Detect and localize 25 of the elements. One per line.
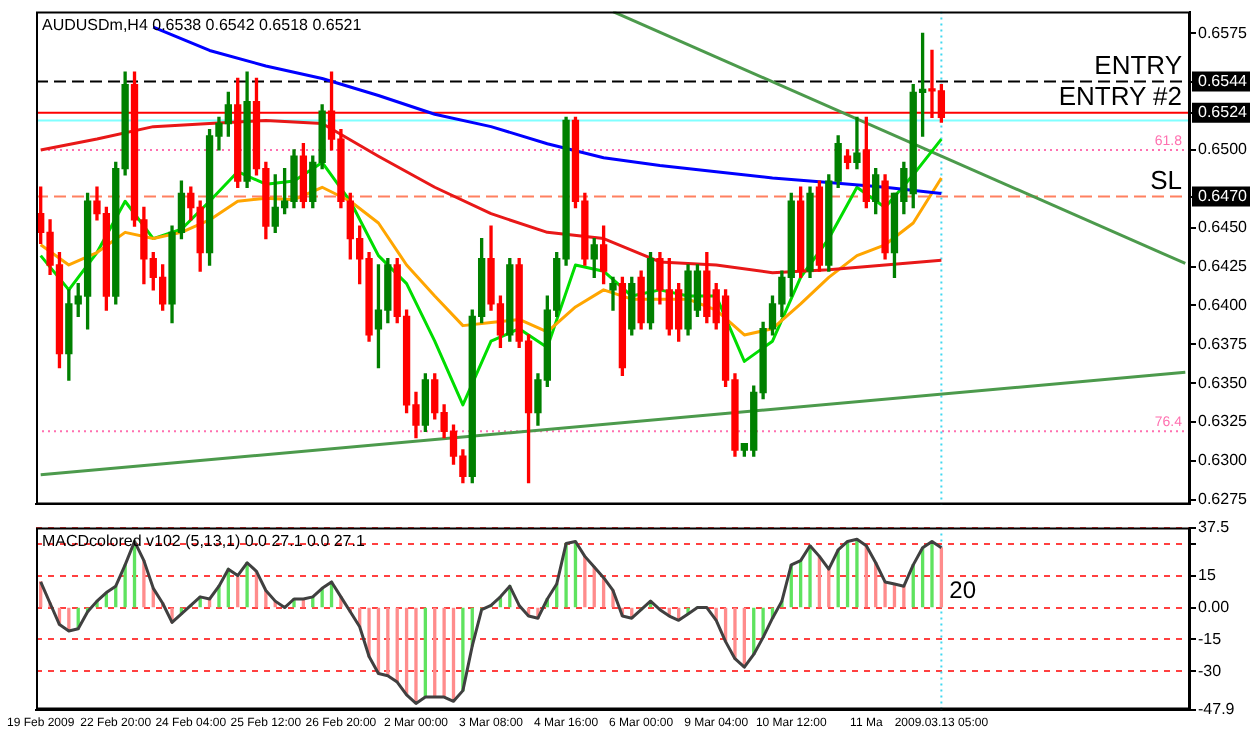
- y-tick-label: 0.6375: [1198, 334, 1249, 353]
- chart-title: MACDcolored v102 (5,13,1) 0.0 27.1 0.0 27.1: [42, 532, 366, 551]
- y-tick-label: 0.6350: [1198, 373, 1249, 392]
- y-tick-label: 0.6500: [1198, 140, 1249, 159]
- y-tick-label: -15: [1198, 629, 1223, 648]
- y-tick-label: 0.6524: [1198, 103, 1249, 122]
- y-tick-label: 0.6275: [1198, 490, 1249, 509]
- ref-line-label: SL: [1150, 164, 1182, 195]
- y-tick-label: -30: [1198, 661, 1223, 680]
- chart-title: AUDUSDm,H4 0.6538 0.6542 0.6518 0.6521: [42, 16, 363, 35]
- y-tick-label: 37.5: [1198, 518, 1231, 537]
- y-tick-label: 0.6400: [1198, 295, 1249, 314]
- y-tick-label: -47.9: [1198, 700, 1236, 719]
- y-tick-label: 0.6575: [1198, 23, 1249, 42]
- y-tick-label: 0.6450: [1198, 218, 1249, 237]
- y-tick-label: 0.00: [1198, 597, 1231, 616]
- ref-line-label: ENTRY: [1094, 49, 1183, 80]
- y-tick-label: 0.6300: [1198, 451, 1249, 470]
- y-tick-label: 0.6470: [1198, 187, 1249, 205]
- y-tick-label: 0.6544: [1198, 71, 1249, 90]
- y-tick-label: 15: [1198, 565, 1217, 584]
- y-tick-label: 0.6325: [1198, 412, 1249, 431]
- ref-line-label: ENTRY #2: [1058, 80, 1182, 111]
- annotation: 20: [949, 575, 977, 604]
- y-tick-label: 0.6425: [1198, 256, 1249, 275]
